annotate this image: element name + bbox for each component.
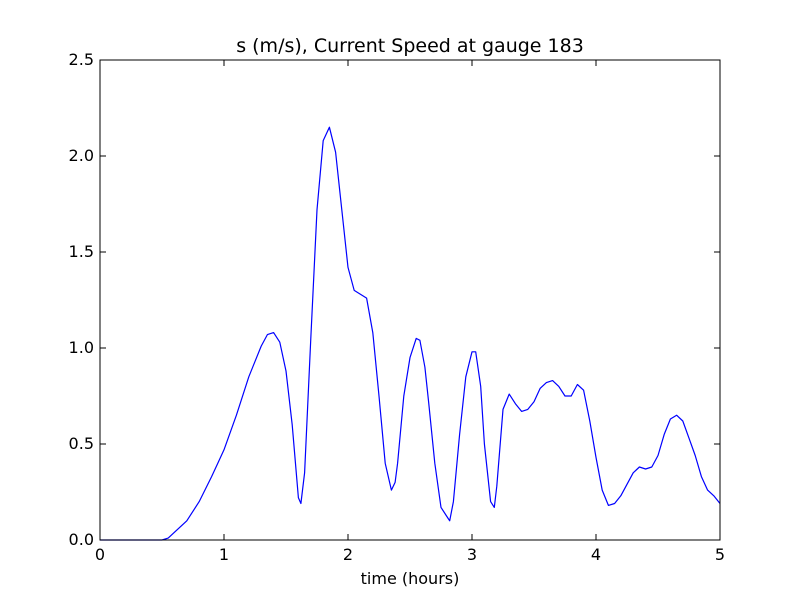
x-tick-label: 3: [467, 545, 477, 564]
x-axis-label: time (hours): [361, 569, 460, 588]
tick-layer: 0 1 2 3 4 5 0.0 0.5 1.0 1.5 2.0 2.5: [69, 50, 726, 564]
x-tick-label: 1: [219, 545, 229, 564]
chart-title: s (m/s), Current Speed at gauge 183: [236, 35, 584, 57]
y-tick-label: 1.0: [69, 338, 94, 357]
x-tick-label: 4: [591, 545, 601, 564]
x-tick-label: 0: [95, 545, 105, 564]
y-tick-label: 0.5: [69, 434, 94, 453]
y-tick-label: 0.0: [69, 530, 94, 549]
y-tick-label: 2.0: [69, 146, 94, 165]
series-line-0: [100, 126, 721, 541]
plot-frame: [99, 59, 721, 541]
y-tick-label: 2.5: [69, 50, 94, 69]
x-tick-label: 5: [715, 545, 725, 564]
y-tick-label: 1.5: [69, 242, 94, 261]
x-tick-label: 2: [343, 545, 353, 564]
